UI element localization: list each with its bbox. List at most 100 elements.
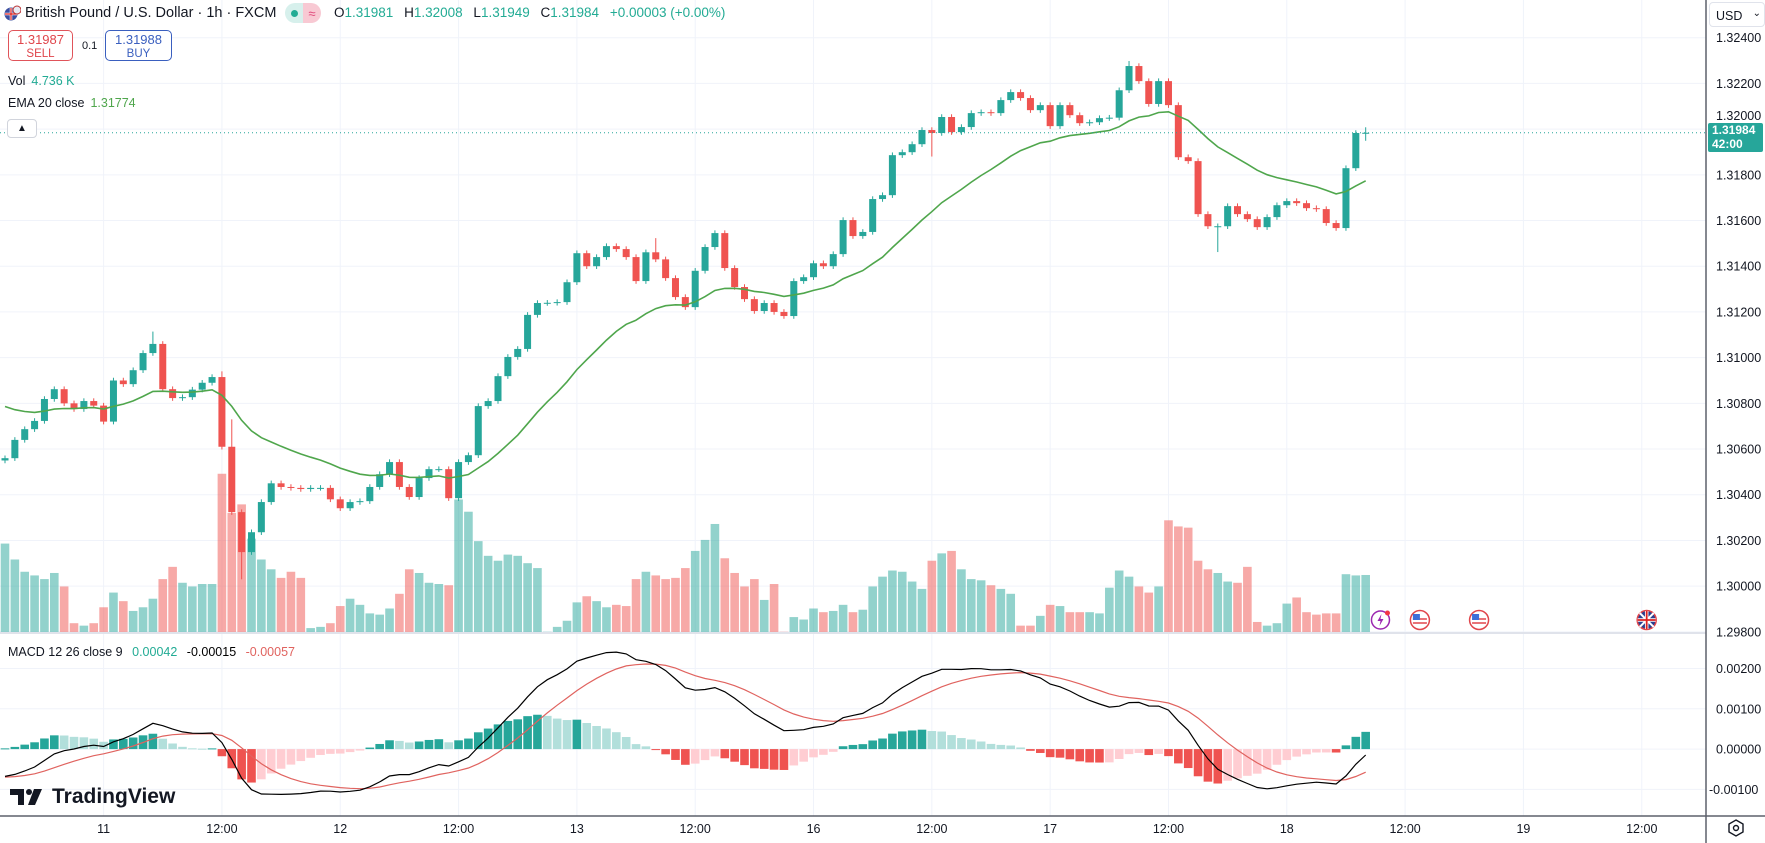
- volume-bar: [710, 523, 720, 633]
- sell-button[interactable]: 1.31987 SELL: [8, 30, 73, 61]
- volume-bar: [651, 575, 661, 633]
- open-value: 1.31981: [344, 5, 394, 20]
- close-value: 1.31984: [550, 5, 600, 20]
- macd-histogram-bar: [395, 740, 404, 750]
- time-axis[interactable]: 11 12:00 12 12:00 13 12:00 16 12:00 17 12:00 18 12:…: [97, 822, 1657, 836]
- volume-bar: [1321, 613, 1331, 633]
- volume-bar: [533, 568, 542, 633]
- candle-body: [435, 469, 443, 471]
- candle-body: [50, 389, 58, 399]
- buy-button[interactable]: 1.31988 BUY: [105, 30, 172, 61]
- candle-body: [139, 353, 147, 371]
- candle-body: [869, 199, 877, 232]
- candle-body: [1263, 217, 1271, 228]
- events-row: [1370, 609, 1657, 631]
- macd-histogram-bar: [89, 738, 99, 750]
- symbol-title[interactable]: British Pound / U.S. Dollar · 1h · FXCM: [25, 5, 277, 21]
- macd-histogram-bar: [917, 729, 927, 750]
- macd-histogram-bar: [582, 722, 592, 750]
- high-label: H: [404, 5, 414, 20]
- candle-body: [31, 420, 39, 430]
- candle-body: [1224, 206, 1232, 227]
- volume-legend[interactable]: Vol 4.736 K: [8, 74, 74, 88]
- macd-histogram-bar: [799, 749, 808, 762]
- candle-body: [602, 246, 610, 258]
- volume-bar: [848, 612, 858, 633]
- macd-histogram-bar: [661, 749, 670, 755]
- candle-body: [336, 499, 344, 509]
- candle-body: [267, 483, 275, 503]
- market-open-icon: [285, 3, 303, 23]
- volume-bar: [750, 579, 759, 633]
- macd-histogram-bar: [168, 743, 177, 750]
- macd-histogram-bar: [552, 718, 562, 750]
- macd-histogram-bar: [237, 749, 246, 780]
- macd-histogram-bar: [779, 749, 789, 770]
- price-tick-label: 1.32000: [1716, 109, 1761, 123]
- macd-legend[interactable]: MACD 12 26 close 9 0.00042 -0.00015 -0.0…: [8, 645, 301, 659]
- macd-histogram-bar: [1203, 749, 1213, 782]
- candle-body: [464, 455, 472, 463]
- price-axis[interactable]: 1.32400 1.32200 1.32000 1.31800 1.31600 1.314…: [1716, 31, 1761, 639]
- uk-event-icon[interactable]: [1636, 609, 1657, 631]
- volume-bar: [40, 579, 49, 633]
- candle-body: [238, 512, 246, 553]
- market-status-pill[interactable]: ≈: [285, 3, 321, 23]
- time-tick-label: 12:00: [680, 822, 711, 836]
- us-event-icon[interactable]: [1409, 609, 1431, 631]
- macd-histogram-bar: [966, 739, 976, 750]
- macd-histogram-bar: [247, 749, 256, 783]
- macd-histogram-bar: [690, 749, 700, 764]
- us-event-icon[interactable]: [1468, 609, 1490, 631]
- volume-bar: [197, 584, 207, 633]
- candle-body: [474, 406, 482, 456]
- candle-body: [1352, 132, 1360, 169]
- candle-body: [642, 252, 650, 282]
- volume-bar: [188, 586, 197, 633]
- low-value: 1.31949: [480, 5, 530, 20]
- volume-bar: [493, 560, 503, 633]
- macd-histogram-bar: [276, 749, 286, 769]
- macd-histogram-bar: [1282, 749, 1292, 761]
- candle-body: [839, 220, 847, 255]
- volume-bar: [621, 606, 631, 633]
- volume-bar: [1331, 613, 1341, 633]
- volume-bar: [907, 581, 917, 633]
- volume-bar: [1095, 613, 1104, 633]
- macd-histogram-bar: [710, 749, 720, 757]
- macd-histogram-bar: [927, 731, 937, 750]
- macd-pane: [0, 651, 1370, 796]
- volume-bar: [69, 623, 79, 633]
- candle-body: [1362, 132, 1370, 134]
- volume-bar: [247, 538, 256, 633]
- volume-bar: [1282, 603, 1292, 633]
- volume-bar: [345, 598, 355, 633]
- candle-body: [948, 117, 956, 133]
- volume-bar: [917, 588, 927, 633]
- macd-axis[interactable]: 0.00200 0.00100 0.00000 -0.00100: [1709, 662, 1761, 797]
- candle-body: [1017, 92, 1025, 99]
- macd-histogram-bar: [464, 738, 473, 750]
- candle-body: [119, 380, 127, 385]
- macd-histogram-bar: [602, 728, 611, 750]
- candle-body: [859, 231, 867, 237]
- macd-histogram-bar: [148, 733, 158, 750]
- candle-body: [750, 299, 758, 312]
- grid: [0, 0, 1706, 816]
- volume-bar: [720, 558, 730, 633]
- ema-legend[interactable]: EMA 20 close 1.31774: [8, 96, 136, 110]
- currency-select[interactable]: USD ⌄: [1709, 2, 1765, 27]
- collapse-legend-button[interactable]: ▲: [7, 119, 37, 138]
- lightning-event-icon[interactable]: [1370, 610, 1391, 630]
- settings-icon[interactable]: [1726, 818, 1746, 838]
- volume-bar: [217, 473, 227, 633]
- macd-line-value: -0.00015: [186, 645, 237, 659]
- candle-body: [1303, 203, 1311, 209]
- macd-histogram-bar: [1331, 749, 1341, 753]
- volume-bar: [937, 553, 946, 633]
- macd-histogram-bar: [79, 737, 89, 750]
- macd-histogram-bar: [385, 740, 394, 750]
- tradingview-logo[interactable]: TradingView: [10, 785, 175, 809]
- volume-bar: [1292, 597, 1301, 633]
